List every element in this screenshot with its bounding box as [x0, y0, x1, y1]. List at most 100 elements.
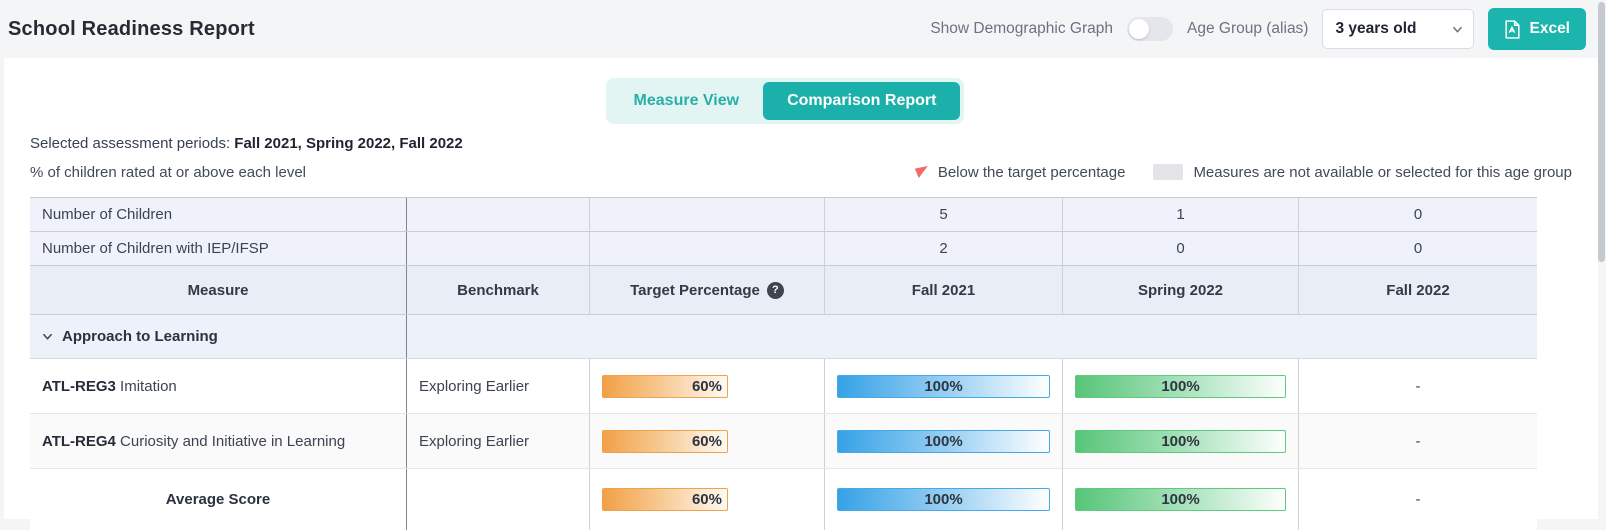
page-title: School Readiness Report: [8, 17, 255, 40]
target-percentage-cell: 60%: [590, 359, 825, 413]
target-percentage-cell: 60%: [590, 469, 825, 530]
no-data-dash: -: [1415, 377, 1421, 395]
target-percentage-bar: 60%: [602, 374, 728, 398]
tab-comparison-report[interactable]: Comparison Report: [763, 82, 961, 120]
fall-2022-cell: -: [1299, 469, 1537, 530]
fall-2021-cell: 100%: [825, 414, 1063, 468]
spring-2022-cell: 100%: [1063, 414, 1299, 468]
fall-2022-cell: -: [1299, 414, 1537, 468]
view-tabs: Measure View Comparison Report: [605, 78, 965, 124]
column-header-spring-2022: Spring 2022: [1063, 266, 1299, 314]
summary-value: 0: [1176, 240, 1185, 257]
subtitle-legend-line: % of children rated at or above each lev…: [30, 162, 1572, 182]
age-group-label: Age Group (alias): [1187, 20, 1309, 37]
summary-label: Number of Children with IEP/IFSP: [42, 240, 269, 257]
summary-value: 0: [1413, 240, 1423, 257]
show-demographic-graph-label: Show Demographic Graph: [930, 20, 1113, 37]
summary-value-cell: 1: [1063, 198, 1299, 231]
selected-periods-label: Selected assessment periods:: [30, 135, 235, 152]
average-label-cell: Average Score: [30, 469, 407, 530]
measure-title: Imitation: [115, 377, 177, 395]
report-card: Measure View Comparison Report Selected …: [4, 58, 1598, 530]
empty-cell: [407, 232, 590, 265]
column-header-label: Measure: [187, 281, 249, 299]
legend-not-available: Measures are not available or selected f…: [1153, 164, 1572, 181]
red-flag-icon: [914, 166, 928, 178]
group-row-approach-to-learning[interactable]: Approach to Learning: [30, 315, 1537, 359]
table-row-atl-reg3: ATL-REG3 Imitation Exploring Earlier 60%…: [30, 359, 1537, 414]
file-icon: [1505, 19, 1521, 39]
show-demographic-graph-toggle[interactable]: [1127, 17, 1173, 41]
spring-2022-bar: 100%: [1075, 488, 1286, 511]
target-percentage-bar: 60%: [602, 488, 728, 511]
help-icon[interactable]: ?: [766, 281, 784, 299]
excel-export-button[interactable]: Excel: [1488, 8, 1586, 50]
benchmark-value: Exploring Earlier: [419, 432, 530, 450]
selected-periods-value: Fall 2021, Spring 2022, Fall 2022: [234, 135, 463, 152]
fall-2021-bar: 100%: [837, 429, 1050, 453]
summary-value-cell: 0: [1299, 232, 1537, 265]
table-header-row: Measure Benchmark Target Percentage ? Fa…: [30, 266, 1537, 315]
top-header-bar: School Readiness Report Show Demographic…: [0, 0, 1606, 58]
report-meta: Selected assessment periods: Fall 2021, …: [30, 135, 1572, 182]
column-header-label: Fall 2021: [911, 281, 976, 299]
column-header-measure: Measure: [30, 266, 407, 314]
fall-2021-bar: 100%: [837, 374, 1050, 398]
group-label: Approach to Learning: [42, 328, 218, 345]
scrollbar-thumb[interactable]: [1598, 2, 1605, 262]
legend-not-available-label: Measures are not available or selected f…: [1193, 163, 1572, 181]
empty-cell: [590, 232, 825, 265]
summary-value-cell: 0: [1063, 232, 1299, 265]
benchmark-cell: Exploring Earlier: [407, 414, 590, 468]
table-row-number-of-children: Number of Children 5 1 0: [30, 198, 1537, 232]
vertical-scrollbar[interactable]: [1597, 0, 1606, 519]
no-data-dash: -: [1415, 491, 1421, 508]
legend: Below the target percentage Measures are…: [914, 163, 1572, 181]
column-header-fall-2021: Fall 2021: [825, 266, 1063, 314]
chevron-down-icon: [1453, 26, 1463, 33]
empty-cell: [407, 198, 590, 231]
table-row-number-of-children-iep: Number of Children with IEP/IFSP 2 0 0: [30, 232, 1537, 266]
summary-value: 2: [939, 240, 948, 257]
target-percentage-bar: 60%: [602, 429, 728, 453]
legend-below-target-label: Below the target percentage: [937, 163, 1126, 181]
gray-swatch-icon: [1153, 164, 1184, 180]
table-row-atl-reg4: ATL-REG4 Curiosity and Initiative in Lea…: [30, 414, 1537, 469]
fall-2022-cell: -: [1299, 359, 1537, 413]
header-controls: Show Demographic Graph Age Group (alias)…: [930, 8, 1588, 50]
spring-2022-bar: 100%: [1075, 429, 1286, 453]
chevron-down-icon: [43, 333, 52, 340]
benchmark-value: Exploring Earlier: [419, 377, 530, 395]
age-group-select[interactable]: 3 years old: [1322, 9, 1475, 49]
tab-measure-view[interactable]: Measure View: [633, 92, 740, 109]
excel-button-label: Excel: [1529, 20, 1570, 37]
age-group-selected-value: 3 years old: [1335, 20, 1417, 37]
average-label: Average Score: [165, 491, 271, 508]
measure-name-cell: ATL-REG3 Imitation: [30, 359, 407, 413]
summary-label: Number of Children: [42, 206, 173, 223]
summary-value-cell: 5: [825, 198, 1063, 231]
measure-name: ATL-REG3 Imitation: [42, 378, 177, 395]
selected-periods-line: Selected assessment periods: Fall 2021, …: [30, 135, 1572, 154]
measure-code: ATL-REG4: [42, 432, 116, 450]
target-percentage-cell: 60%: [590, 414, 825, 468]
group-label-cell: Approach to Learning: [30, 315, 407, 358]
column-header-label: Spring 2022: [1137, 281, 1224, 299]
spring-2022-bar: 100%: [1075, 374, 1286, 398]
measure-name: ATL-REG4 Curiosity and Initiative in Lea…: [42, 433, 345, 450]
summary-value: 5: [939, 206, 948, 223]
comparison-table: Number of Children 5 1 0 Number of Child…: [30, 197, 1537, 530]
column-header-label: Benchmark: [457, 281, 539, 299]
summary-value: 1: [1176, 206, 1185, 223]
no-data-dash: -: [1415, 432, 1421, 450]
fall-2021-bar: 100%: [837, 488, 1050, 511]
toggle-knob: [1129, 19, 1149, 39]
report-subtitle: % of children rated at or above each lev…: [30, 163, 306, 181]
summary-value: 0: [1413, 206, 1423, 223]
summary-value-cell: 0: [1299, 198, 1537, 231]
summary-value-cell: 2: [825, 232, 1063, 265]
measure-name-cell: ATL-REG4 Curiosity and Initiative in Lea…: [30, 414, 407, 468]
column-header-fall-2022: Fall 2022: [1299, 266, 1537, 314]
table-row-average-score: Average Score 60% 100% 100% -: [30, 469, 1537, 530]
fall-2021-cell: 100%: [825, 359, 1063, 413]
